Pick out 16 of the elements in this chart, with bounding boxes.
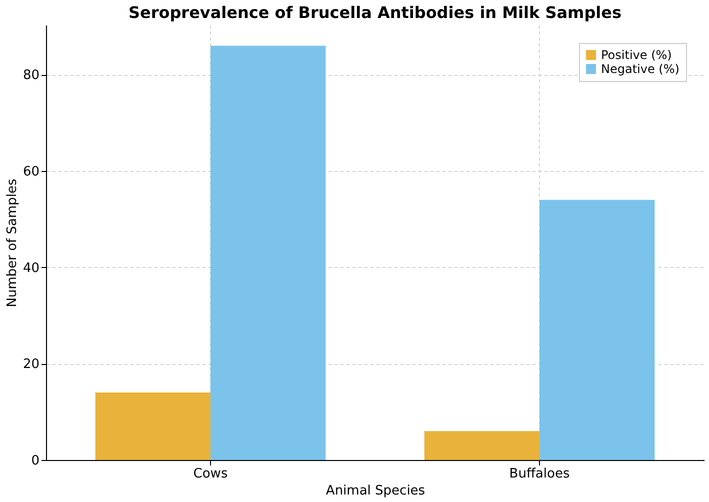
x-tick-label: Buffaloes (509, 466, 570, 482)
y-tick-label: 0 (31, 454, 40, 468)
y-tick-label: 80 (22, 68, 40, 84)
y-tick-label: 40 (22, 260, 40, 276)
legend-label: Positive (%) (601, 48, 672, 62)
bar (210, 46, 326, 460)
bar (95, 392, 210, 460)
legend-label: Negative (%) (601, 62, 680, 76)
x-axis-title: Animal Species (326, 484, 426, 498)
y-tick-label: 60 (22, 164, 40, 180)
x-tick-label: Cows (193, 466, 228, 482)
y-axis-title: Number of Samples (4, 178, 20, 308)
bar (540, 200, 655, 460)
chart-title: Seroprevalence of Brucella Antibodies in Milk Samples (128, 3, 622, 22)
bar (424, 431, 540, 460)
y-tick-label: 20 (22, 357, 40, 372)
